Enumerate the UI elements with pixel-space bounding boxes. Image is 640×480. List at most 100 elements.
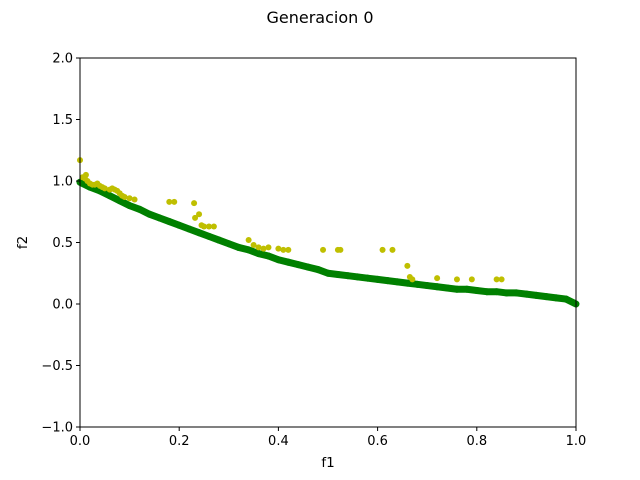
pareto-front-point — [255, 250, 262, 257]
y-axis: −1.0 −0.5 0.0 0.5 1.0 1.5 2.0 — [41, 52, 80, 436]
pareto-front-point — [523, 290, 530, 298]
population-point — [265, 244, 272, 251]
pareto-front-point — [166, 218, 173, 225]
pareto-front-point — [513, 289, 520, 297]
pareto-front-point — [245, 246, 252, 254]
pareto-front-point — [285, 258, 292, 266]
population-point — [409, 276, 416, 283]
y-tick-label: 0.5 — [52, 236, 73, 251]
y-tick-label: 1.5 — [52, 113, 73, 128]
population-point — [285, 246, 292, 253]
x-tick-label: 1.0 — [566, 434, 587, 449]
pareto-front-point — [195, 229, 203, 236]
pareto-front-point — [562, 295, 570, 303]
pareto-front-point — [552, 294, 560, 302]
population-point — [166, 198, 173, 205]
x-tick-label: 0.0 — [70, 434, 91, 449]
x-axis: 0.0 0.2 0.4 0.6 0.8 1.0 — [70, 427, 587, 449]
pareto-front-point — [424, 282, 431, 289]
pareto-front-point — [493, 288, 500, 295]
pareto-front-point — [176, 222, 183, 229]
series-1 — [77, 157, 505, 283]
population-point — [250, 241, 257, 248]
pareto-front-point — [156, 214, 163, 222]
population-point — [320, 246, 327, 253]
pareto-front-point — [344, 272, 352, 279]
population-point — [275, 245, 282, 252]
population-point — [205, 223, 212, 230]
pareto-front-point — [453, 286, 461, 293]
population-point — [379, 246, 386, 253]
pareto-front-point — [533, 292, 540, 299]
pareto-front-point — [205, 233, 213, 240]
population-point — [192, 214, 199, 221]
population-point — [468, 276, 475, 283]
population-point — [453, 276, 460, 283]
plot-marks — [76, 157, 580, 308]
population-point — [260, 245, 267, 252]
pareto-front-point — [463, 286, 471, 293]
pareto-front-point — [384, 277, 391, 284]
pareto-front-point — [295, 261, 302, 268]
pareto-front-point — [304, 263, 312, 271]
pareto-front-point — [275, 256, 282, 263]
population-point — [101, 185, 108, 192]
pareto-front-point — [146, 211, 153, 218]
pareto-front-point — [235, 244, 242, 251]
pareto-front-point — [443, 284, 451, 292]
x-tick-label: 0.6 — [367, 434, 388, 449]
x-tick-label: 0.2 — [169, 434, 190, 449]
pareto-front-point — [185, 225, 193, 233]
pareto-front-point — [364, 274, 371, 282]
pareto-front-point — [215, 236, 223, 244]
population-point — [337, 246, 344, 253]
population-point — [498, 276, 505, 283]
population-point — [121, 193, 128, 200]
pareto-front-point — [404, 279, 411, 287]
pareto-front-point — [334, 271, 342, 278]
population-point — [434, 275, 441, 282]
population-point — [389, 246, 396, 253]
pareto-front-point — [414, 281, 421, 288]
pareto-front-point — [126, 202, 133, 209]
population-point — [126, 195, 133, 202]
population-point — [201, 223, 207, 230]
y-tick-label: 2.0 — [52, 52, 73, 67]
pareto-front-point — [265, 252, 272, 260]
population-point — [171, 198, 178, 205]
pareto-front-point — [374, 276, 381, 283]
y-axis-label: f2 — [15, 236, 31, 249]
x-tick-label: 0.8 — [466, 434, 487, 449]
pareto-front-point — [225, 240, 232, 247]
y-tick-label: −0.5 — [41, 359, 73, 374]
pareto-front-point — [106, 192, 113, 199]
y-tick-label: 1.0 — [52, 175, 73, 190]
pareto-front-point — [433, 283, 441, 290]
chart-title: Generacion 0 — [266, 8, 373, 27]
population-point — [131, 196, 138, 203]
population-point — [191, 200, 198, 207]
pareto-front-point — [136, 206, 143, 213]
pareto-front-point — [543, 293, 550, 300]
pareto-front-point — [394, 278, 401, 286]
pareto-front-point — [503, 289, 510, 297]
pareto-front-point — [314, 266, 322, 273]
pareto-front-point — [116, 197, 123, 204]
y-tick-label: 0.0 — [52, 298, 73, 313]
series-0 — [76, 178, 580, 308]
pareto-front-point — [473, 287, 480, 294]
population-point — [404, 262, 411, 269]
x-tick-label: 0.4 — [268, 434, 289, 449]
population-point — [280, 246, 287, 253]
population-point — [255, 244, 262, 251]
pareto-front-point — [354, 273, 361, 281]
population-point — [210, 223, 217, 230]
population-point — [493, 276, 500, 283]
pareto-front-point — [324, 270, 332, 277]
pareto-front-point — [483, 288, 490, 295]
population-point — [245, 237, 252, 244]
population-point — [196, 211, 203, 218]
population-point — [82, 171, 89, 178]
